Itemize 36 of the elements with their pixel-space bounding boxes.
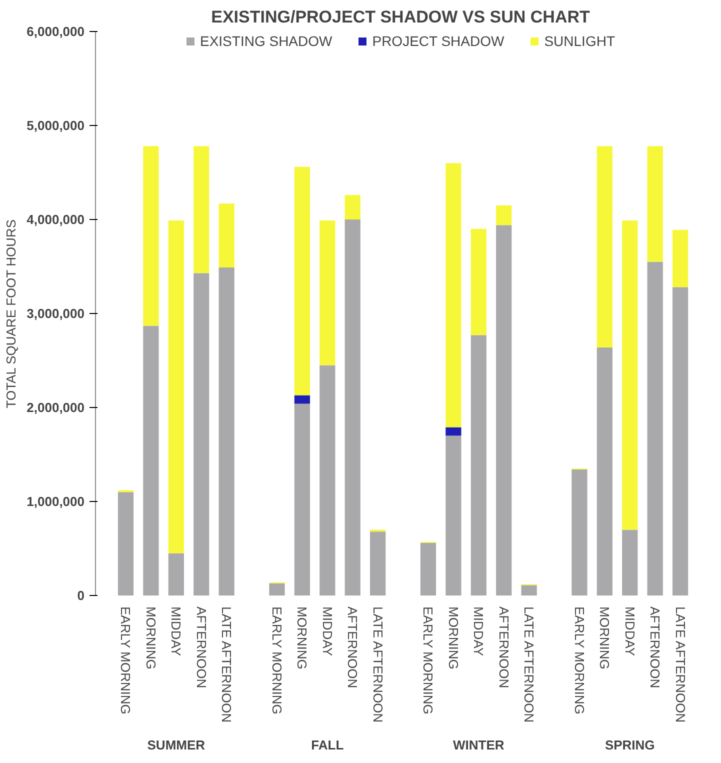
x-tick-label: LATE AFTERNOON	[522, 606, 537, 723]
x-tick-label: LATE AFTERNOON	[219, 606, 234, 723]
x-tick-label: EARLY MORNING	[269, 606, 284, 714]
x-tick-label: AFTERNOON	[496, 606, 512, 688]
y-tick-label: 6,000,000	[26, 24, 85, 39]
text: WINTER	[453, 738, 505, 752]
x-tick-label: MIDDAY	[320, 606, 335, 656]
x-tick-label: MIDDAY	[622, 606, 638, 656]
x-tick-label: LATE AFTERNOON	[370, 606, 386, 723]
text: SUMMER	[147, 738, 206, 752]
text: SPRING	[604, 738, 655, 752]
x-tick-label: EARLY MORNING	[572, 606, 587, 714]
legend-label: EXISTING SHADOW	[200, 33, 332, 49]
legend-label: PROJECT SHADOW	[372, 33, 504, 49]
x-tick-label: EARLY MORNING	[420, 606, 436, 714]
y-tick-label: 4,000,000	[26, 212, 85, 227]
x-tick-label: MIDDAY	[168, 606, 184, 656]
y-tick-label: 5,000,000	[26, 118, 85, 133]
x-tick-label: AFTERNOON	[194, 606, 209, 688]
x-tick-label: MORNING	[143, 606, 158, 670]
text: FALL	[311, 738, 344, 752]
x-tick-label: AFTERNOON	[345, 606, 360, 688]
x-tick-label: MIDDAY	[471, 606, 486, 656]
y-tick-label: 0	[77, 588, 85, 603]
x-tick-label: EARLY MORNING	[118, 606, 134, 714]
y-tick-label: 2,000,000	[26, 400, 85, 415]
x-tick-label: MORNING	[446, 606, 461, 670]
x-tick-label: MORNING	[597, 606, 612, 670]
chart-title: EXISTING/PROJECT SHADOW VS SUN CHART	[211, 8, 590, 26]
y-tick-label: 3,000,000	[26, 306, 85, 321]
legend-label: SUNLIGHT	[544, 33, 616, 49]
x-tick-label: AFTERNOON	[648, 606, 663, 688]
y-axis-title: TOTAL SQUARE FOOT HOURS	[4, 219, 19, 408]
y-tick-label: 1,000,000	[26, 494, 85, 509]
x-tick-label: LATE AFTERNOON	[672, 606, 688, 723]
x-tick-label: MORNING	[294, 606, 310, 670]
